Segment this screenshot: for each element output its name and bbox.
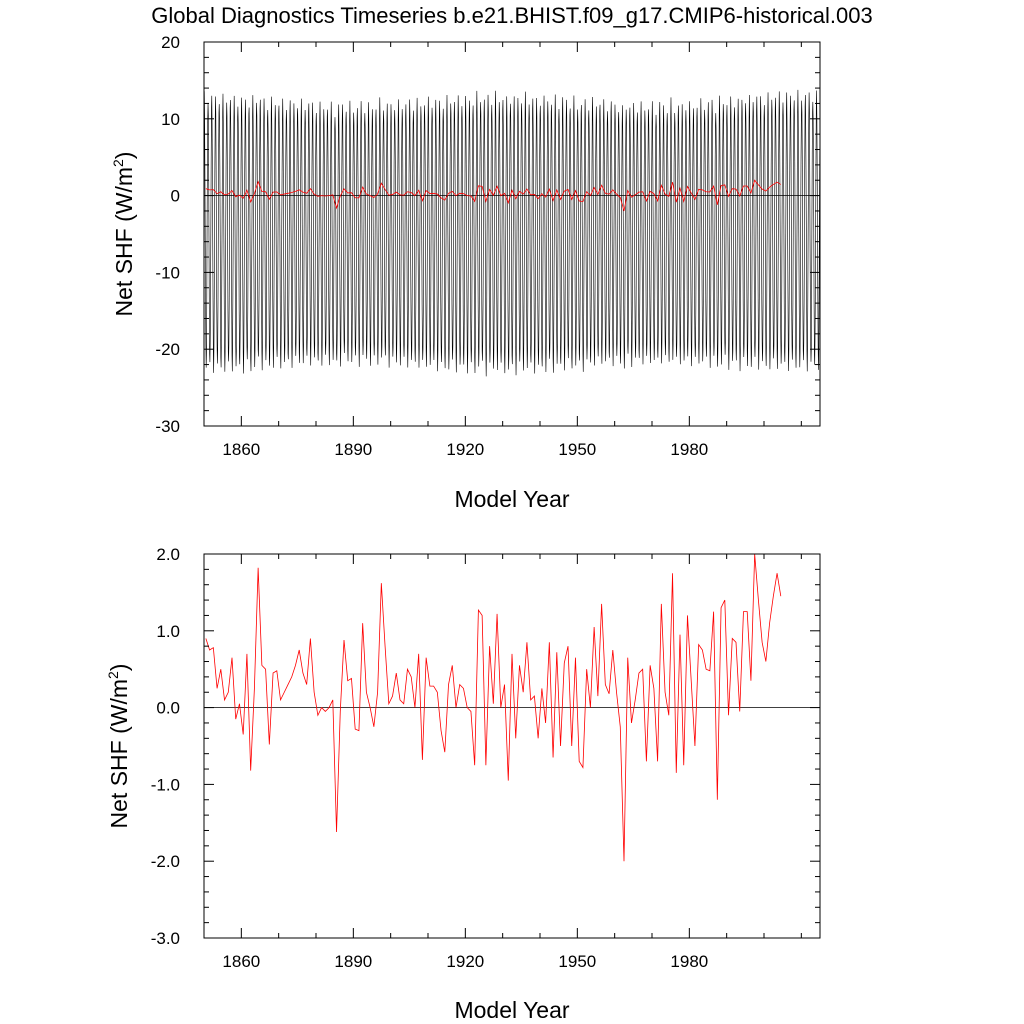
y-tick-label: -1.0 <box>151 775 180 794</box>
y-axis-label-superscript: 2 <box>105 671 121 679</box>
y-tick-label: -30 <box>155 417 180 436</box>
y-axis-label-superscript: 2 <box>110 159 126 167</box>
bottom-panel: -3.0 -2.0 -1.0 0.0 1.0 2.0 1860 1890 1920 1950 198… <box>105 545 821 1023</box>
monthly-series-line <box>204 89 820 377</box>
y-tick-label: 0 <box>171 187 180 206</box>
y-tick-label: -2.0 <box>151 852 180 871</box>
y-tick-label: 1.0 <box>156 622 180 641</box>
x-tick-label: 1890 <box>334 440 372 459</box>
annual-series-line <box>205 179 782 212</box>
x-tick-label: 1860 <box>222 440 260 459</box>
y-tick-label: 10 <box>161 110 180 129</box>
y-axis-label: Net SHF (W/m2) <box>110 152 137 317</box>
x-axis-label: Model Year <box>454 997 569 1023</box>
x-tick-label: 1920 <box>446 952 484 971</box>
x-tick-label: 1950 <box>558 952 596 971</box>
y-axis-label-close: ) <box>106 664 132 672</box>
top-panel: -30 -20 -10 0 10 20 1860 1890 1920 1950 1980 Model … <box>110 33 821 512</box>
x-tick-label: 1920 <box>446 440 484 459</box>
page-title: Global Diagnostics Timeseries b.e21.BHIS… <box>151 3 873 28</box>
x-tick-label: 1980 <box>670 440 708 459</box>
y-tick-label: 0.0 <box>156 699 180 718</box>
y-axis-label-close: ) <box>111 152 137 160</box>
plot-frame <box>203 553 821 939</box>
x-tick-label: 1890 <box>334 952 372 971</box>
y-axis-label-text: Net SHF (W/m <box>106 679 132 829</box>
y-tick-label: 2.0 <box>156 545 180 564</box>
y-tick-label: -10 <box>155 263 180 282</box>
annual-series-line <box>205 554 782 862</box>
y-tick-label: -20 <box>155 340 180 359</box>
x-tick-label: 1950 <box>558 440 596 459</box>
x-tick-label: 1860 <box>222 952 260 971</box>
y-tick-label: -3.0 <box>151 929 180 948</box>
plot-frame <box>203 41 821 427</box>
x-axis-label: Model Year <box>454 486 569 512</box>
x-tick-label: 1980 <box>670 952 708 971</box>
y-axis-label: Net SHF (W/m2) <box>105 664 132 829</box>
y-tick-label: 20 <box>161 33 180 52</box>
y-axis-label-text: Net SHF (W/m <box>111 167 137 317</box>
